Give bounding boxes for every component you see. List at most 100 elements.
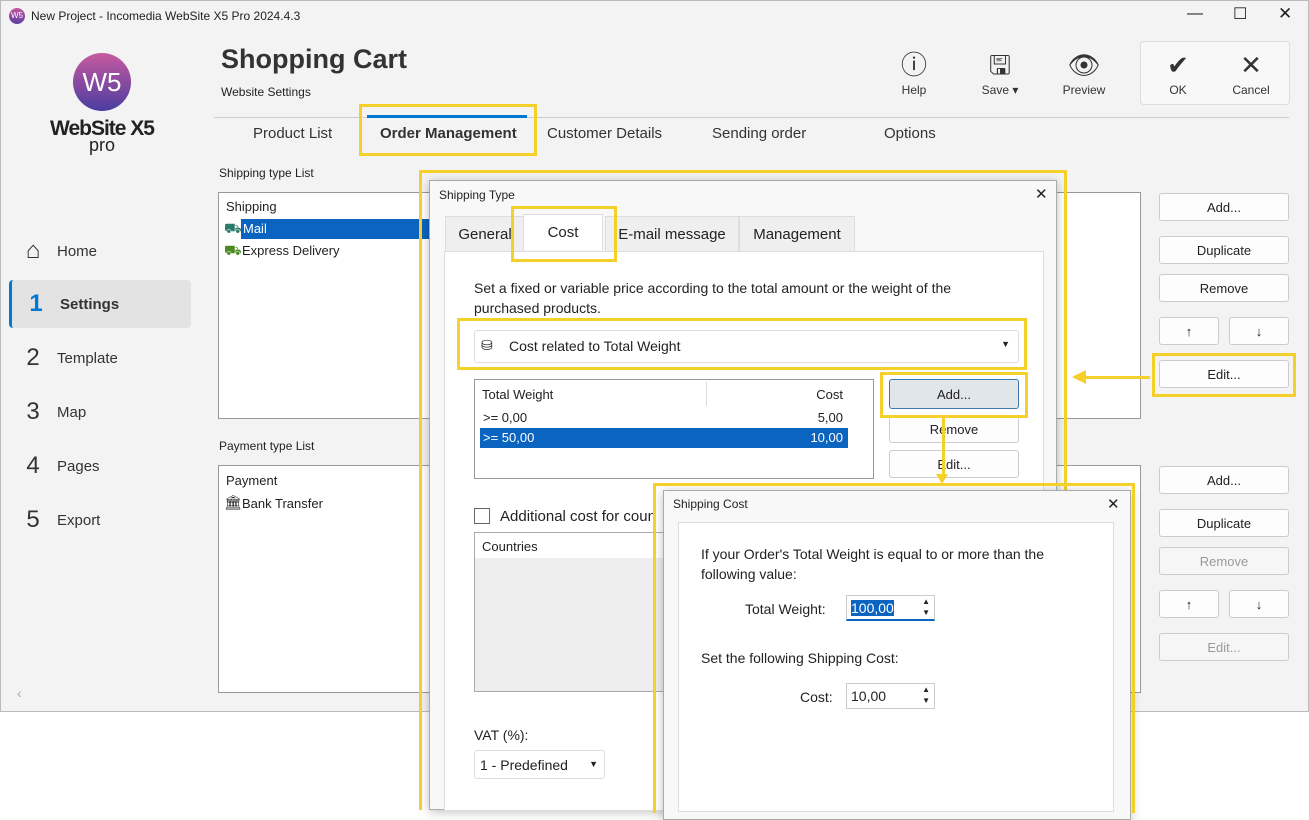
shipping-up-button[interactable]: ↑	[1159, 317, 1219, 345]
shipping-section-label: Shipping type List	[219, 166, 314, 180]
close-window-button[interactable]: ✕	[1278, 4, 1293, 23]
num: 2	[26, 344, 40, 371]
additional-cost-checkbox[interactable]	[474, 508, 490, 524]
weight-prompt: If your Order's Total Weight is equal to…	[701, 546, 1044, 582]
column-header: Total Weight	[482, 387, 554, 402]
vat-select[interactable]: 1 - Predefined ▼	[474, 750, 605, 779]
list-item[interactable]: Mail	[241, 219, 441, 239]
label: Home	[57, 242, 98, 260]
truck-icon: ⛟	[224, 242, 242, 258]
cost-input[interactable]: 10,00 ▲ ▼	[846, 683, 935, 709]
label: Export	[57, 511, 101, 529]
help-button[interactable]: ⓘ Help	[889, 47, 939, 97]
tab-order-management[interactable]: Order Management	[380, 125, 517, 142]
num: 4	[26, 452, 40, 479]
list-item[interactable]: Bank Transfer	[242, 496, 323, 511]
countries-list[interactable]: Countries	[474, 532, 674, 692]
column-header: Payment	[226, 473, 278, 488]
label: Settings	[60, 295, 120, 313]
highlight-box	[359, 104, 537, 156]
sidebar-item-pages[interactable]: 4 Pages	[9, 442, 191, 490]
label: Template	[57, 349, 118, 367]
highlight-box	[511, 206, 617, 262]
sidebar-item-home[interactable]: ⌂ Home	[9, 227, 191, 275]
chevron-down-icon: ▼	[1001, 339, 1010, 349]
sidebar-item-template[interactable]: 2 Template	[9, 334, 191, 382]
preview-button[interactable]: 👁 Preview	[1057, 47, 1111, 97]
maximize-button[interactable]: ☐	[1233, 6, 1248, 23]
spinner-arrows-icon[interactable]: ▲ ▼	[922, 597, 930, 617]
tab-management[interactable]: Management	[739, 216, 855, 252]
dialog-panel	[678, 522, 1114, 812]
shipping-remove-button[interactable]: Remove	[1159, 274, 1289, 302]
payment-duplicate-button[interactable]: Duplicate	[1159, 509, 1289, 537]
list-item[interactable]: Express Delivery	[242, 243, 340, 258]
close-dialog-button[interactable]: ✕	[1035, 186, 1048, 203]
page-title: Shopping Cart	[221, 44, 407, 74]
close-dialog-button[interactable]: ✕	[1107, 496, 1120, 513]
shipping-edit-button[interactable]: Edit...	[1159, 360, 1289, 388]
active-tab-indicator	[367, 115, 527, 118]
cancel-button[interactable]: ✕ Cancel	[1225, 47, 1277, 97]
ok-button[interactable]: ✔ OK	[1153, 47, 1203, 97]
chevron-down-icon: ▼	[589, 759, 598, 769]
tab-product-list[interactable]: Product List	[253, 125, 333, 142]
input-value: 100,00	[851, 600, 894, 616]
cost-remove-button[interactable]: Remove	[889, 415, 1019, 443]
label: Cancel	[1232, 83, 1270, 97]
cell: 10,00	[810, 430, 843, 445]
label: OK	[1169, 83, 1187, 97]
payment-remove-button[interactable]: Remove	[1159, 547, 1289, 575]
cost-label: Cost:	[800, 689, 833, 705]
shipping-duplicate-button[interactable]: Duplicate	[1159, 236, 1289, 264]
payment-up-button[interactable]: ↑	[1159, 590, 1219, 618]
cell: >= 0,00	[483, 410, 528, 425]
tab-email-message[interactable]: E-mail message	[605, 216, 739, 252]
spinner-arrows-icon[interactable]: ▲ ▼	[922, 685, 930, 705]
label: Preview	[1062, 83, 1106, 97]
column-divider	[706, 382, 707, 406]
selected-value: Cost related to Total Weight	[509, 338, 681, 354]
label: Help	[901, 83, 927, 97]
logo-icon: W5	[73, 53, 131, 111]
column-header: Shipping	[226, 199, 277, 214]
dialog-title: Shipping Type	[439, 188, 515, 202]
shipping-add-button[interactable]: Add...	[1159, 193, 1289, 221]
table-row[interactable]: >= 0,00 5,00	[480, 408, 848, 428]
tab-options[interactable]: Options	[884, 125, 936, 142]
num: 5	[26, 506, 40, 533]
sidebar-item-export[interactable]: 5 Export	[9, 496, 191, 544]
truck-icon: ⛟	[224, 220, 242, 236]
cost-edit-button[interactable]: Edit...	[889, 450, 1019, 478]
tab-customer-details[interactable]: Customer Details	[547, 125, 663, 142]
cost-prompt: Set the following Shipping Cost:	[701, 650, 899, 666]
ok-cancel-group	[1140, 41, 1290, 105]
payment-section-label: Payment type List	[219, 439, 315, 453]
app-icon: W5	[9, 8, 25, 24]
highlight-box	[457, 318, 1027, 370]
home-icon: ⌂	[25, 237, 41, 264]
total-weight-input[interactable]: 100,00 ▲ ▼	[846, 595, 935, 621]
cost-add-button[interactable]: Add...	[889, 379, 1019, 409]
minimize-button[interactable]: —	[1187, 5, 1203, 22]
cost-mode-select[interactable]: Cost related to Total Weight ⛁ ▼	[474, 330, 1019, 363]
payment-add-button[interactable]: Add...	[1159, 466, 1289, 494]
vat-label: VAT (%):	[474, 727, 529, 743]
check-icon: ✔	[1167, 50, 1189, 80]
logo-sub: pro	[88, 135, 115, 155]
input-value: 10,00	[851, 688, 887, 704]
save-button[interactable]: 🖫 Save ▾	[973, 47, 1027, 97]
bank-icon: 🏛	[224, 494, 242, 510]
cost-table[interactable]: Total Weight Cost >= 0,00 5,00 >= 50,00 10…	[474, 379, 874, 479]
sidebar-item-settings[interactable]: 1 Settings	[9, 280, 191, 328]
table-row[interactable]: >= 50,00 10,00	[480, 428, 848, 448]
payment-down-button[interactable]: ↓	[1229, 590, 1289, 618]
collapse-sidebar-icon[interactable]: ‹	[17, 685, 22, 701]
tab-cost[interactable]: Cost	[523, 214, 603, 250]
cell: >= 50,00	[483, 430, 535, 445]
sidebar-item-map[interactable]: 3 Map	[9, 388, 191, 436]
payment-edit-button[interactable]: Edit...	[1159, 633, 1289, 661]
tab-sending-order[interactable]: Sending order	[712, 125, 807, 142]
shipping-down-button[interactable]: ↓	[1229, 317, 1289, 345]
cell: 5,00	[817, 410, 843, 425]
